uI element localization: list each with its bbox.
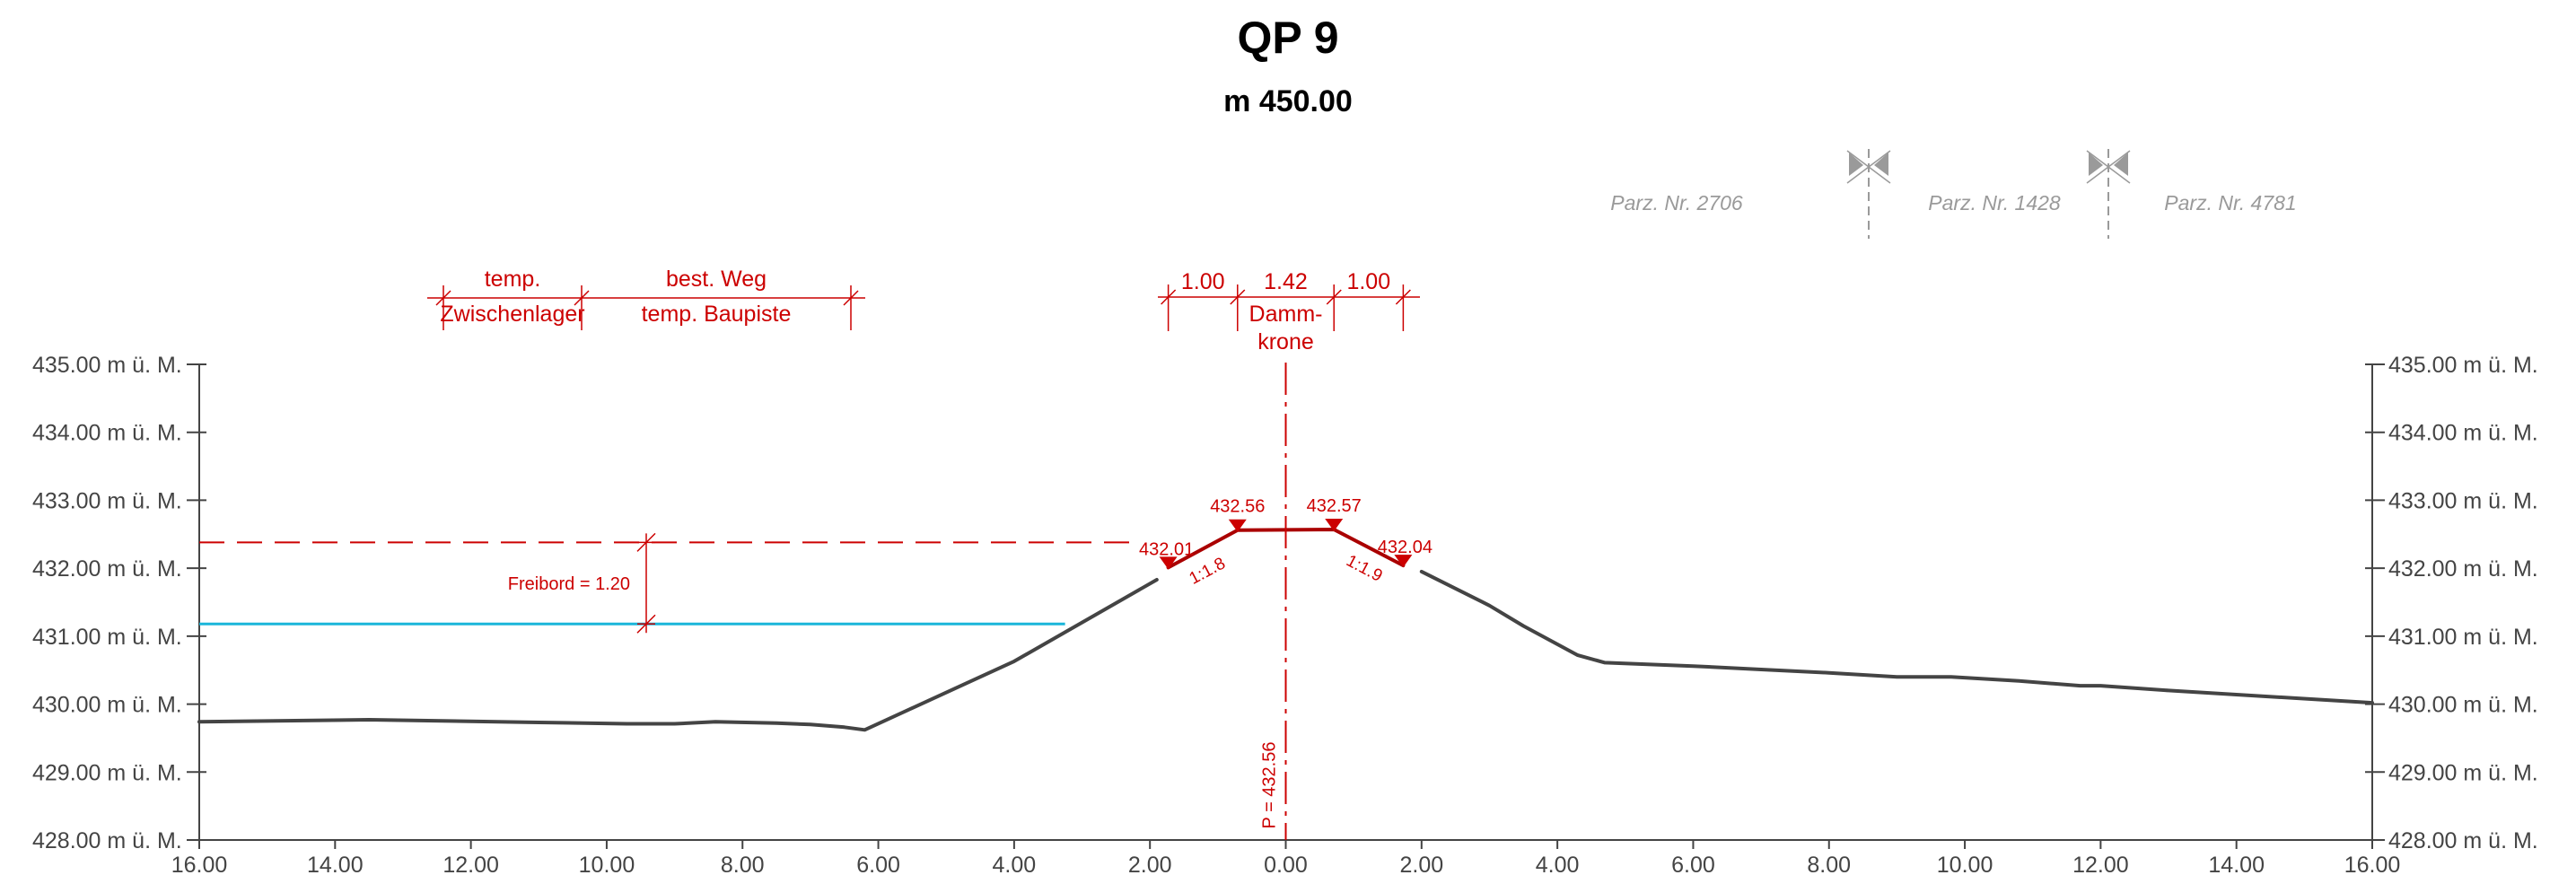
crest-dimension-value: 1.42 [1264,269,1308,294]
parcel-flag-right [2114,153,2128,176]
parcel-label: Parz. Nr. 2706 [1610,191,1743,214]
x-tick-label: 12.00 [2072,853,2129,875]
parcel-flag-left [2089,153,2103,176]
y-tick-label-left: 430.00 m ü. M. [32,693,182,718]
parcel-flag-right [1874,153,1888,176]
x-tick-label: 4.00 [1536,853,1580,875]
y-tick-label-right: 428.00 m ü. M. [2388,828,2538,853]
y-tick-label-right: 429.00 m ü. M. [2388,760,2538,785]
dimension-tick [1161,289,1177,305]
x-tick-label: 8.00 [1807,853,1851,875]
y-tick-label-left: 428.00 m ü. M. [32,828,182,853]
crest-label-line2: krone [1257,329,1314,354]
x-tick-label: 14.00 [307,853,364,875]
height-marker [1394,555,1413,568]
freeboard-label: Freibord = 1.20 [508,574,630,594]
height-point-label: 432.57 [1307,496,1362,516]
x-tick-label: 14.00 [2208,853,2265,875]
page-subtitle: m 450.00 [1223,84,1353,118]
y-tick-label-left: 432.00 m ü. M. [32,556,182,582]
x-tick-label: 6.00 [856,853,900,875]
y-tick-label-right: 434.00 m ü. M. [2388,421,2538,446]
dimension-label-bottom: temp. Baupiste [642,302,792,327]
axes-layer: 428.00 m ü. M. 428.00 m ü. M. 429.00 m ü. … [32,353,2538,875]
dimension-tick [1230,289,1246,305]
terrain-line-left [197,578,1159,732]
parcel-boundary-cross [1846,150,1891,184]
dimension-layer: temp. Zwischenlager best. Weg temp. Baupist… [427,267,1420,354]
x-tick-label: 16.00 [2344,853,2401,875]
parcel-label: Parz. Nr. 4781 [2164,191,2296,214]
water-layer: Freibord = 1.20 [199,532,1133,634]
dimension-tick [435,290,451,306]
parcel-label: Parz. Nr. 1428 [1928,191,2061,214]
y-tick-label-left: 431.00 m ü. M. [32,625,182,650]
height-point-label: 432.01 [1139,539,1194,559]
x-tick-label: 10.00 [1937,853,1993,875]
x-tick-label: 16.00 [171,853,228,875]
x-tick-label: 0.00 [1264,853,1308,875]
header: QP 9 m 450.00 [0,0,2576,118]
dimension-tick [574,290,590,306]
terrain-layer [197,569,2374,732]
y-tick-label-right: 433.00 m ü. M. [2388,488,2538,513]
y-tick-label-right: 432.00 m ü. M. [2388,556,2538,582]
crest-dimension-value: 1.00 [1181,269,1225,294]
x-tick-label: 10.00 [579,853,635,875]
parcel-boundary-cross [2086,150,2131,184]
page-title: QP 9 [1237,13,1339,63]
parcel-boundary-2 [2086,149,2131,239]
height-point-label: 432.56 [1210,497,1265,517]
dimension-label-top: best. Weg [666,267,767,292]
x-tick-label: 6.00 [1671,853,1715,875]
y-tick-label-left: 434.00 m ü. M. [32,421,182,446]
axis-height-label: P = 432.56 [1260,742,1280,829]
parcel-layer: Parz. Nr. 2706 Parz. Nr. 1428 Parz. Nr. 47… [1610,149,2297,239]
y-tick-label-right: 435.00 m ü. M. [2388,353,2538,378]
crest-dimension-value: 1.00 [1346,269,1390,294]
parcel-boundary-1 [1846,149,1891,239]
dimension-tick [1395,289,1411,305]
x-tick-label: 8.00 [721,853,765,875]
dimension-tick [1326,289,1342,305]
y-tick-label-right: 430.00 m ü. M. [2388,693,2538,718]
terrain-line-right [1419,569,2374,705]
x-tick-label: 4.00 [993,853,1037,875]
y-tick-label-right: 431.00 m ü. M. [2388,625,2538,650]
dimension-label-bottom: Zwischenlager [440,302,584,327]
height-marker [1228,519,1247,532]
y-tick-label-left: 435.00 m ü. M. [32,353,182,378]
height-marker [1159,556,1178,570]
height-point-label: 432.04 [1378,538,1433,557]
dimension-label-top: temp. [485,267,541,292]
x-tick-label: 2.00 [1128,853,1172,875]
crest-label-line1: Damm- [1249,302,1323,327]
y-tick-label-left: 433.00 m ü. M. [32,488,182,513]
y-tick-label-left: 429.00 m ü. M. [32,760,182,785]
height-marker [1325,518,1344,531]
parcel-flag-left [1849,153,1863,176]
x-tick-label: 12.00 [442,853,499,875]
x-tick-label: 2.00 [1399,853,1443,875]
dimension-tick [843,290,859,306]
